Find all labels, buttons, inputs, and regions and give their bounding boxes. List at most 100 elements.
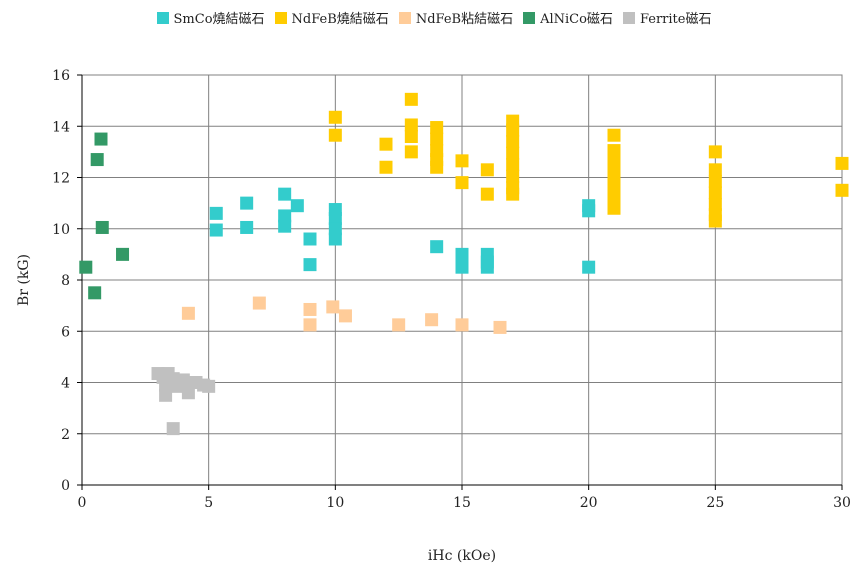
data-point-series-1: [404, 145, 418, 159]
data-point-series-0: [328, 222, 342, 236]
y-tick-label: 14: [52, 119, 70, 135]
data-point-series-1: [430, 132, 444, 146]
data-point-series-1: [835, 183, 849, 197]
data-point-series-1: [480, 187, 494, 201]
legend-item: NdFeB燒結磁石: [274, 8, 389, 27]
y-tick-label: 2: [61, 427, 70, 443]
legend-item: SmCo燒結磁石: [156, 8, 265, 27]
y-tick-label: 16: [52, 68, 70, 84]
data-point-series-2: [338, 309, 352, 323]
y-tick-label: 8: [61, 273, 70, 289]
x-tick-label: 10: [326, 495, 344, 511]
data-point-series-1: [379, 160, 393, 174]
data-point-series-1: [328, 128, 342, 142]
grid-layer: [81, 74, 843, 486]
data-point-series-4: [159, 388, 173, 402]
data-point-series-0: [582, 204, 596, 218]
legend-swatch: [274, 11, 287, 24]
points-layer: [79, 92, 849, 436]
x-tick-label: 25: [706, 495, 724, 511]
data-point-series-0: [328, 232, 342, 246]
chart-legend: SmCo燒結磁石 NdFeB燒結磁石 NdFeB粘結磁石 AlNiCo磁石 Ferrit…: [0, 8, 868, 27]
y-tick-label: 4: [61, 376, 70, 392]
data-point-series-2: [252, 296, 266, 310]
legend-label: SmCo燒結磁石: [173, 12, 265, 27]
y-axis-title: Br (kG): [16, 254, 32, 306]
legend-label: NdFeB粘結磁石: [415, 12, 514, 27]
data-point-series-0: [278, 209, 292, 223]
legend-swatch: [398, 11, 411, 24]
legend-label: NdFeB燒結磁石: [291, 12, 389, 27]
data-point-series-1: [607, 167, 621, 181]
data-point-series-1: [506, 146, 520, 160]
legend-item: NdFeB粘結磁石: [398, 8, 514, 27]
x-tick-label: 15: [453, 495, 471, 511]
data-point-series-2: [303, 318, 317, 332]
data-point-series-1: [430, 160, 444, 174]
x-axis-title: iHc (kOe): [428, 548, 496, 564]
data-point-series-1: [607, 190, 621, 204]
data-point-series-1: [506, 158, 520, 172]
data-point-series-3: [116, 247, 130, 261]
data-point-series-1: [708, 197, 722, 211]
data-point-series-0: [582, 260, 596, 274]
data-point-series-3: [90, 153, 104, 167]
data-point-series-0: [240, 220, 254, 234]
data-point-series-0: [328, 212, 342, 225]
data-point-series-0: [290, 199, 304, 213]
y-tick-label: 12: [52, 171, 70, 187]
y-tick-label: 10: [52, 222, 70, 238]
data-point-series-1: [708, 186, 722, 200]
data-point-series-0: [455, 260, 469, 274]
data-point-series-0: [303, 258, 317, 272]
data-point-series-2: [392, 318, 406, 332]
data-point-series-1: [607, 128, 621, 142]
data-point-series-4: [202, 379, 216, 393]
data-point-series-1: [404, 92, 418, 106]
data-point-series-0: [240, 196, 254, 210]
data-point-series-2: [493, 320, 507, 334]
data-point-series-2: [181, 306, 195, 320]
data-point-series-1: [607, 144, 621, 158]
data-point-series-1: [480, 163, 494, 177]
legend-swatch: [156, 11, 169, 24]
data-point-series-0: [430, 240, 444, 254]
data-point-series-1: [506, 123, 520, 137]
data-point-series-3: [88, 286, 102, 300]
data-point-series-1: [506, 135, 520, 149]
x-tick-label: 5: [204, 495, 213, 511]
data-point-series-0: [278, 187, 292, 201]
data-point-series-2: [425, 313, 439, 327]
data-point-series-1: [708, 145, 722, 159]
legend-item: Ferrite磁石: [622, 8, 712, 27]
data-point-series-3: [95, 220, 109, 234]
data-point-series-1: [455, 154, 469, 168]
data-point-series-4: [166, 422, 180, 436]
data-point-series-1: [708, 174, 722, 188]
x-tick-label: 30: [833, 495, 851, 511]
legend-label: Ferrite磁石: [639, 12, 712, 27]
axis-layer: 0 5 10 15 20 25 30 0 2 4 6 8 10 12 14 16: [52, 68, 851, 511]
legend-swatch: [622, 11, 635, 24]
data-point-series-1: [835, 156, 849, 170]
data-point-series-1: [430, 121, 444, 135]
data-point-series-2: [303, 302, 317, 316]
data-point-series-1: [708, 163, 722, 177]
legend-label: AlNiCo磁石: [540, 12, 613, 27]
data-point-series-1: [607, 201, 621, 215]
data-point-series-1: [708, 214, 722, 228]
data-point-series-0: [278, 219, 292, 233]
data-point-series-1: [506, 187, 520, 201]
data-point-series-0: [303, 232, 317, 246]
x-tick-label: 20: [580, 495, 598, 511]
data-point-series-1: [379, 137, 393, 151]
data-point-series-1: [404, 118, 418, 132]
data-point-series-1: [328, 110, 342, 124]
legend-swatch: [523, 11, 536, 24]
x-tick-label: 0: [78, 495, 87, 511]
data-point-series-0: [209, 223, 223, 237]
data-point-series-3: [94, 132, 108, 146]
data-point-series-1: [607, 155, 621, 169]
data-point-series-2: [455, 318, 469, 332]
